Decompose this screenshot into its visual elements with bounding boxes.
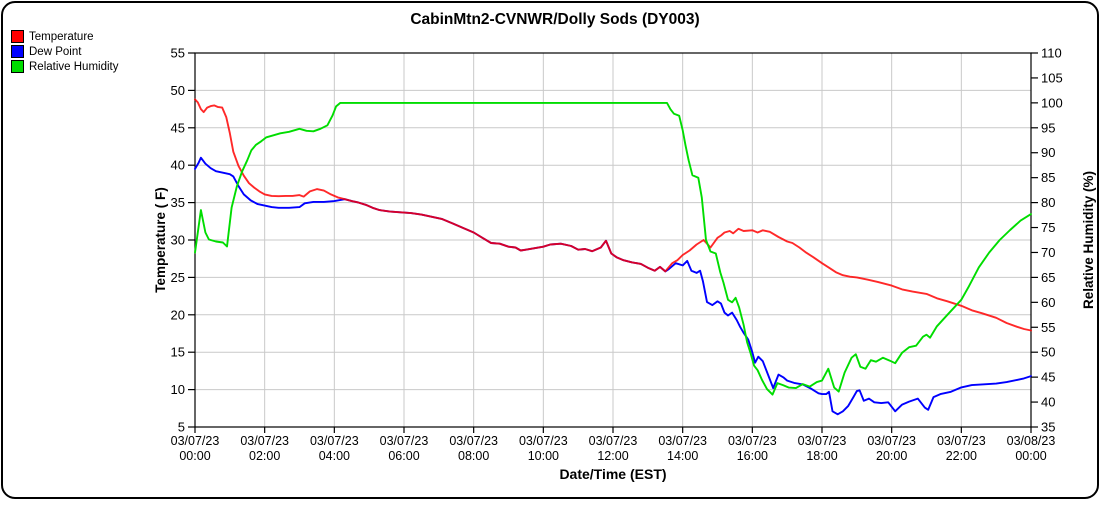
y-left-axis-title: Temperature ( F) xyxy=(153,187,168,293)
y-right-tick-label: 55 xyxy=(1041,320,1055,335)
x-tick-label-date: 03/07/23 xyxy=(240,434,289,448)
y-left-tick-label: 25 xyxy=(171,270,185,285)
x-tick-label-date: 03/07/23 xyxy=(728,434,777,448)
y-left-tick-label: 20 xyxy=(171,307,185,322)
relative-humidity-line xyxy=(194,101,1032,396)
legend-item-temperature: Temperature xyxy=(11,29,118,44)
y-right-tick-label: 80 xyxy=(1041,195,1055,210)
x-tick-label-date: 03/07/23 xyxy=(449,434,498,448)
x-tick-label-date: 03/07/23 xyxy=(798,434,847,448)
y-right-tick-label: 70 xyxy=(1041,245,1055,260)
x-tick-label-date: 03/07/23 xyxy=(658,434,707,448)
axis-tick-labels: 03/07/2300:0003/07/2302:0003/07/2304:000… xyxy=(171,46,1063,464)
y-right-tick-label: 95 xyxy=(1041,120,1055,135)
y-right-tick-label: 110 xyxy=(1041,46,1062,61)
axis-ticks xyxy=(188,52,1038,433)
y-right-tick-label: 85 xyxy=(1041,170,1055,185)
x-tick-label-time: 16:00 xyxy=(737,449,768,463)
y-left-tick-label: 5 xyxy=(178,420,185,435)
x-tick-label-time: 02:00 xyxy=(249,449,280,463)
x-tick-label-date: 03/07/23 xyxy=(171,434,220,448)
x-tick-label-date: 03/07/23 xyxy=(380,434,429,448)
legend: Temperature Dew Point Relative Humidity xyxy=(11,29,118,74)
x-tick-label-time: 22:00 xyxy=(946,449,977,463)
legend-swatch-relative-humidity xyxy=(11,60,24,73)
y-right-tick-label: 40 xyxy=(1041,395,1055,410)
series-lines xyxy=(194,98,1032,416)
plot-area: CabinMtn2-CVNWR/Dolly Sods (DY003) 03/07… xyxy=(153,11,1096,482)
x-tick-label-time: 00:00 xyxy=(179,449,210,463)
legend-item-dew-point: Dew Point xyxy=(11,44,118,59)
y-right-tick-label: 35 xyxy=(1041,420,1055,435)
x-tick-label-date: 03/07/23 xyxy=(310,434,359,448)
legend-item-relative-humidity: Relative Humidity xyxy=(11,59,118,74)
chart-frame: Temperature Dew Point Relative Humidity Ca… xyxy=(1,1,1099,499)
y-left-tick-label: 30 xyxy=(171,233,185,248)
y-left-tick-label: 40 xyxy=(171,158,185,173)
legend-swatch-temperature xyxy=(11,30,24,43)
y-right-tick-label: 105 xyxy=(1041,70,1063,85)
legend-label: Temperature xyxy=(29,30,94,43)
x-tick-label-date: 03/07/23 xyxy=(937,434,986,448)
legend-label: Relative Humidity xyxy=(29,60,119,73)
y-left-tick-label: 15 xyxy=(171,345,185,360)
x-axis-title: Date/Time (EST) xyxy=(559,466,666,482)
y-right-tick-label: 60 xyxy=(1041,295,1055,310)
x-tick-label-date: 03/07/23 xyxy=(867,434,916,448)
y-left-tick-label: 35 xyxy=(171,195,185,210)
x-tick-label-time: 06:00 xyxy=(388,449,419,463)
x-tick-label-time: 00:00 xyxy=(1015,449,1046,463)
x-tick-label-time: 18:00 xyxy=(806,449,837,463)
x-tick-label-date: 03/07/23 xyxy=(519,434,568,448)
y-right-tick-label: 90 xyxy=(1041,145,1055,160)
x-tick-label-time: 12:00 xyxy=(597,449,628,463)
temperature-line xyxy=(194,98,1032,332)
x-tick-label-time: 08:00 xyxy=(458,449,489,463)
y-left-tick-label: 50 xyxy=(171,83,185,98)
y-right-tick-label: 75 xyxy=(1041,220,1055,235)
y-right-tick-label: 50 xyxy=(1041,345,1055,360)
dew-point-line xyxy=(194,156,1032,416)
y-right-axis-title: Relative Humidity (%) xyxy=(1081,171,1096,309)
chart-title: CabinMtn2-CVNWR/Dolly Sods (DY003) xyxy=(410,11,699,28)
x-tick-label-time: 04:00 xyxy=(319,449,350,463)
x-tick-label-time: 10:00 xyxy=(528,449,559,463)
x-tick-label-date: 03/08/23 xyxy=(1007,434,1056,448)
y-right-tick-label: 45 xyxy=(1041,370,1055,385)
y-left-tick-label: 45 xyxy=(171,120,185,135)
gridlines xyxy=(195,53,1031,427)
legend-swatch-dew-point xyxy=(11,45,24,58)
y-right-tick-label: 65 xyxy=(1041,270,1055,285)
x-tick-label-date: 03/07/23 xyxy=(589,434,638,448)
y-left-tick-label: 10 xyxy=(171,382,185,397)
y-right-tick-label: 100 xyxy=(1041,95,1063,110)
y-left-tick-label: 55 xyxy=(171,46,185,61)
x-tick-label-time: 20:00 xyxy=(876,449,907,463)
x-tick-label-time: 14:00 xyxy=(667,449,698,463)
legend-label: Dew Point xyxy=(29,45,82,58)
